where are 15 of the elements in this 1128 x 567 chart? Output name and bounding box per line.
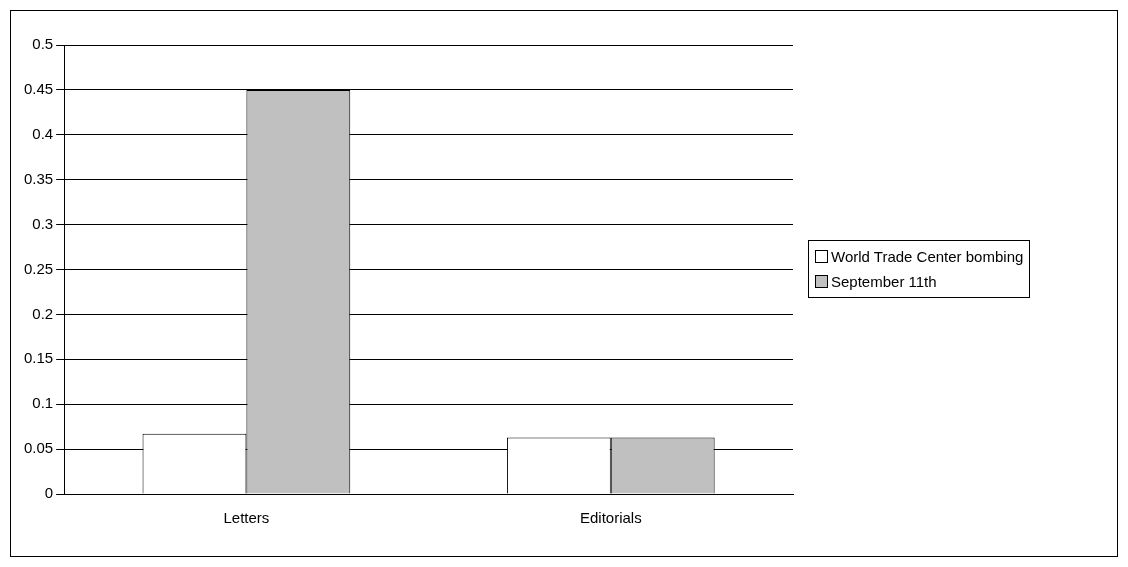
legend-label: September 11th [831, 272, 937, 292]
x-tick-label: Letters [223, 509, 270, 527]
y-tick-label: 0.25 [23, 259, 54, 277]
x-tick-label: Editorials [579, 509, 642, 527]
text: World Trade Center bombing [831, 247, 1024, 267]
y-tick-label: 0.4 [32, 124, 54, 142]
y-tick-label: 0 [44, 484, 54, 502]
y-tick-label: 0.3 [32, 214, 54, 232]
y-tick-label: 0.45 [23, 80, 54, 98]
y-tick-label: 0.35 [23, 169, 54, 187]
y-tick-label: 0.15 [23, 349, 54, 367]
y-tick-label: 0.2 [32, 304, 54, 322]
y-tick-label: 0.1 [32, 394, 54, 412]
y-tick-label: 0.5 [32, 35, 54, 53]
y-tick-label: 0.05 [23, 439, 54, 457]
